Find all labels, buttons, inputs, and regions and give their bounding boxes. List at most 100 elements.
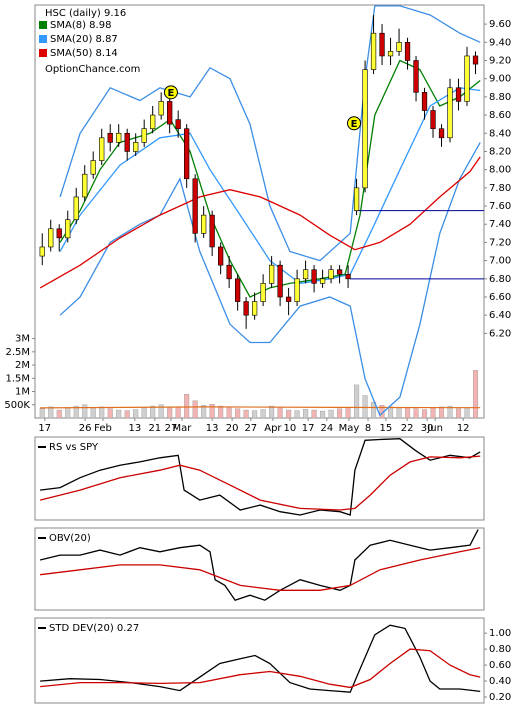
candle-body bbox=[158, 101, 164, 116]
candle-body bbox=[124, 132, 130, 152]
x-tick-label: 21 bbox=[148, 423, 161, 434]
volume-bar bbox=[209, 404, 215, 419]
panel-title: OBV(20) bbox=[49, 533, 91, 544]
volume-bar bbox=[354, 384, 360, 419]
volume-bar bbox=[388, 406, 394, 419]
legend-entry-name: SMA(20) bbox=[50, 34, 92, 45]
event-label: E bbox=[351, 119, 358, 130]
volume-bar bbox=[141, 407, 147, 419]
y-tick-label: 6.60 bbox=[489, 292, 511, 303]
volume-bar bbox=[65, 407, 71, 419]
volume-bar bbox=[218, 405, 224, 419]
volume-bar bbox=[167, 407, 173, 419]
candle-body bbox=[455, 87, 462, 102]
candle-body bbox=[99, 137, 105, 161]
indicator-line bbox=[40, 648, 481, 689]
y-tick-label: 9.40 bbox=[489, 37, 511, 48]
volume-bar bbox=[320, 410, 326, 419]
volume-tick-label: 3M bbox=[15, 334, 30, 345]
candle-body bbox=[370, 32, 377, 70]
volume-bar bbox=[82, 404, 88, 419]
candle-body bbox=[235, 278, 241, 302]
indicator-line bbox=[39, 455, 481, 511]
y-tick-label: 7.00 bbox=[489, 256, 511, 267]
volume-bar bbox=[107, 408, 113, 419]
legend-entry-value: 8.14 bbox=[96, 48, 118, 59]
panel-title-name: OBV(20) bbox=[49, 533, 91, 544]
candle-body bbox=[243, 301, 249, 316]
x-tick-label: 10 bbox=[284, 423, 297, 434]
indicator-line bbox=[39, 529, 479, 601]
legend-swatch bbox=[39, 49, 47, 57]
y-tick-label: 8.00 bbox=[489, 165, 511, 176]
panel-frame bbox=[34, 617, 485, 704]
x-tick-label: 13 bbox=[128, 423, 141, 434]
x-tick-label: 22 bbox=[401, 423, 414, 434]
volume-bar bbox=[303, 409, 309, 419]
candle-body bbox=[167, 101, 173, 125]
indicator-line bbox=[40, 547, 481, 591]
x-tick-label: 8 bbox=[365, 423, 371, 434]
candle-body bbox=[311, 269, 317, 284]
x-tick-label: 17 bbox=[38, 423, 51, 434]
candle-body bbox=[353, 187, 360, 211]
volume-bar bbox=[328, 409, 334, 419]
x-tick-label: 20 bbox=[226, 423, 239, 434]
volume-bar bbox=[73, 405, 79, 419]
source-label: OptionChance.com bbox=[45, 64, 140, 75]
candle-body bbox=[268, 264, 275, 284]
volume-bar bbox=[90, 407, 96, 419]
legend-swatch bbox=[39, 21, 47, 29]
y-tick-label: 6.20 bbox=[489, 328, 511, 339]
volume-bar bbox=[252, 410, 258, 419]
volume-bar bbox=[201, 405, 207, 419]
x-tick-label: 26 bbox=[79, 423, 92, 434]
volume-bar bbox=[175, 406, 181, 419]
legend-entry: SMA(20) 8.87 bbox=[50, 34, 118, 45]
y-tick-label: 9.00 bbox=[489, 74, 511, 85]
candle-body bbox=[73, 196, 79, 220]
panel-frame bbox=[34, 4, 485, 419]
volume-average bbox=[40, 406, 481, 409]
candle-body bbox=[336, 269, 343, 275]
volume-bar bbox=[472, 370, 479, 419]
candle-body bbox=[285, 296, 292, 302]
volume-tick-label: 1.5M bbox=[5, 373, 30, 384]
candle-body bbox=[464, 55, 470, 102]
candle-body bbox=[39, 246, 45, 257]
y-tick-label: 7.80 bbox=[489, 183, 511, 194]
volume-bar bbox=[438, 406, 445, 419]
y-tick-label: 8.80 bbox=[489, 92, 511, 103]
candle-body bbox=[328, 269, 334, 280]
legend-entry-value: 8.98 bbox=[89, 20, 111, 31]
x-tick-label: 15 bbox=[380, 423, 393, 434]
chart-title: HSC (daily) 9.16 bbox=[45, 8, 126, 19]
y-tick-label: 1.00 bbox=[489, 628, 511, 639]
y-tick-label: 8.40 bbox=[489, 128, 511, 139]
volume-bar bbox=[150, 405, 156, 419]
volume-bar bbox=[184, 393, 190, 419]
volume-bar bbox=[116, 409, 122, 419]
x-tick-label: Mar bbox=[173, 423, 193, 434]
y-tick-label: 6.80 bbox=[489, 274, 511, 285]
candle-body bbox=[150, 114, 156, 130]
candle-body bbox=[218, 246, 224, 266]
y-tick-label: 8.60 bbox=[489, 110, 511, 121]
candle-body bbox=[251, 301, 258, 316]
volume-bar bbox=[413, 408, 419, 419]
x-tick-label: Apr bbox=[264, 423, 282, 434]
y-tick-label: 7.60 bbox=[489, 201, 511, 212]
candle-body bbox=[82, 173, 88, 198]
volume-bar bbox=[99, 406, 105, 419]
volume-bar bbox=[48, 406, 54, 419]
event-marker bbox=[347, 116, 362, 131]
volume-bar bbox=[337, 408, 343, 419]
event-marker bbox=[163, 85, 178, 100]
volume-bar bbox=[396, 407, 402, 419]
panel-title: RS vs SPY bbox=[49, 442, 99, 453]
candle-body bbox=[133, 142, 139, 152]
volume-bar bbox=[124, 410, 130, 419]
volume-bar bbox=[464, 407, 470, 419]
candle-body bbox=[438, 128, 445, 139]
volume-bar bbox=[192, 400, 198, 419]
